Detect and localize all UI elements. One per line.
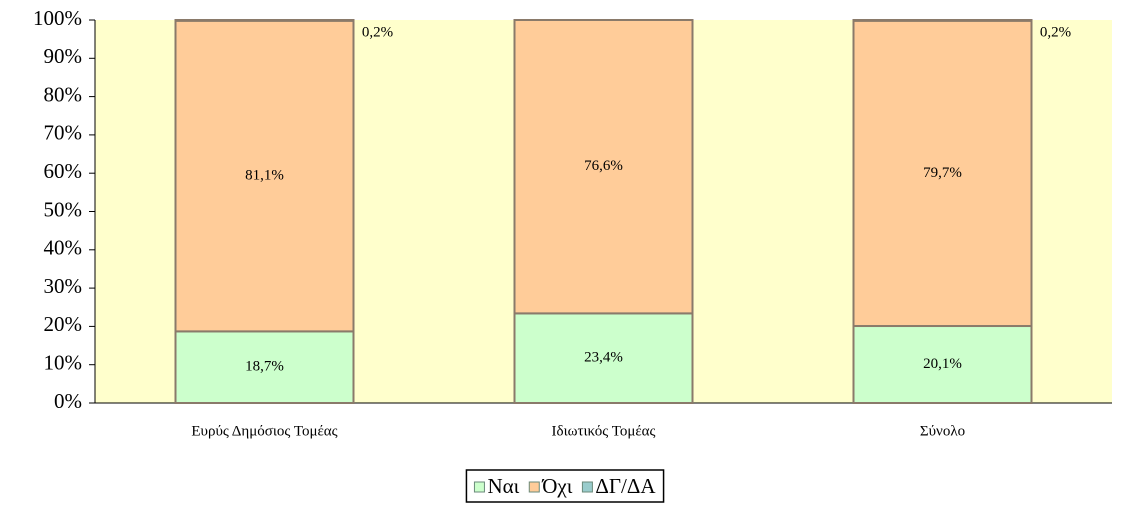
- x-tick-label: Ευρύς Δημόσιος Τομέας: [191, 423, 337, 439]
- bar-segment: [852, 19, 1033, 22]
- bar-segment: [174, 19, 355, 22]
- bar-segment: [174, 330, 355, 404]
- data-label: 81,1%: [245, 168, 284, 184]
- legend-label: Όχι: [541, 474, 572, 498]
- legend: Ναι Όχι ΔΓ/ΔΑ: [465, 469, 665, 503]
- y-tick-label: 60%: [44, 159, 83, 183]
- x-tick-label: Σύνολο: [920, 423, 965, 439]
- legend-label: ΔΓ/ΔΑ: [595, 474, 656, 498]
- y-tick-label: 70%: [44, 121, 83, 145]
- data-label: 0,2%: [1040, 24, 1071, 40]
- y-tick-label: 10%: [44, 351, 83, 375]
- y-tick-label: 0%: [54, 389, 82, 413]
- legend-marker: [528, 481, 540, 493]
- bar-segment: [513, 312, 694, 404]
- data-label: 79,7%: [923, 165, 962, 181]
- y-tick-label: 80%: [44, 82, 83, 106]
- legend-marker: [473, 481, 485, 493]
- data-label: 76,6%: [584, 158, 623, 174]
- y-tick-label: 50%: [44, 197, 83, 221]
- data-label: 23,4%: [584, 350, 623, 366]
- y-tick-label: 100%: [33, 6, 82, 30]
- bar-segment: [174, 19, 355, 333]
- bar-segment: [513, 19, 694, 315]
- legend-label: Ναι: [487, 474, 519, 498]
- bar-segment: [852, 19, 1033, 328]
- data-label: 0,2%: [362, 24, 393, 40]
- x-tick-label: Ιδιωτικός Τομέας: [552, 423, 656, 439]
- bar-segment: [852, 325, 1033, 404]
- y-tick-label: 90%: [44, 44, 83, 68]
- legend-marker: [581, 481, 593, 493]
- data-label: 18,7%: [245, 359, 284, 375]
- data-label: 20,1%: [923, 356, 962, 372]
- y-tick-label: 40%: [44, 236, 83, 260]
- y-tick-label: 20%: [44, 312, 83, 336]
- y-tick-label: 30%: [44, 274, 83, 298]
- legend-box: [465, 469, 665, 503]
